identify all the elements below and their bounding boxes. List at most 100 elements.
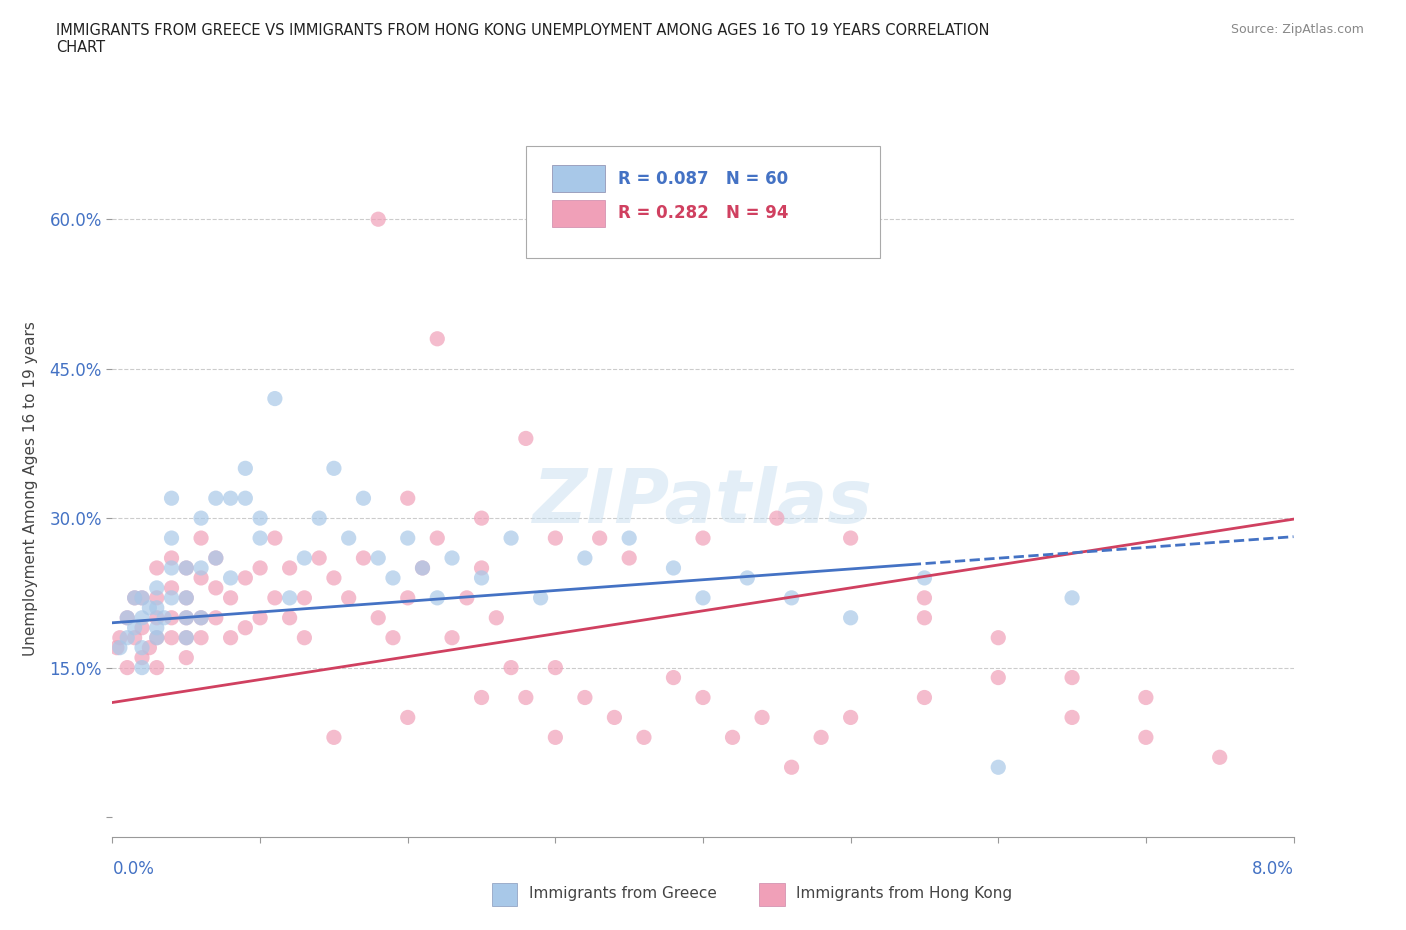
Point — [146, 631, 169, 645]
Point — [1135, 730, 1157, 745]
Point — [278, 561, 301, 576]
Point — [662, 561, 685, 576]
Point — [160, 531, 183, 546]
Point — [471, 561, 494, 576]
Point — [146, 631, 169, 645]
Point — [124, 591, 146, 605]
Point — [190, 531, 212, 546]
Point — [108, 640, 131, 655]
Point — [529, 591, 551, 605]
Point — [367, 212, 389, 227]
Point — [544, 730, 567, 745]
Point — [219, 570, 242, 585]
Point — [233, 620, 256, 635]
Point — [515, 431, 537, 445]
Text: ZIPatlas: ZIPatlas — [533, 466, 873, 538]
Point — [396, 710, 419, 724]
Point — [117, 610, 138, 625]
Point — [471, 511, 494, 525]
Point — [174, 591, 197, 605]
Text: CHART: CHART — [56, 40, 105, 55]
Point — [117, 631, 138, 645]
Point — [292, 551, 315, 565]
Point — [174, 650, 197, 665]
Point — [839, 710, 862, 724]
Point — [780, 760, 803, 775]
Point — [264, 591, 287, 605]
Point — [249, 561, 271, 576]
Point — [471, 570, 494, 585]
Text: 0.0%: 0.0% — [112, 860, 155, 878]
Point — [131, 610, 153, 625]
Point — [160, 491, 183, 506]
Point — [174, 561, 197, 576]
Text: IMMIGRANTS FROM GREECE VS IMMIGRANTS FROM HONG KONG UNEMPLOYMENT AMONG AGES 16 T: IMMIGRANTS FROM GREECE VS IMMIGRANTS FRO… — [56, 23, 990, 38]
FancyBboxPatch shape — [526, 147, 880, 259]
Point — [278, 591, 301, 605]
Point — [574, 690, 596, 705]
Point — [839, 610, 862, 625]
Point — [233, 461, 256, 476]
Point — [146, 610, 169, 625]
Point — [1208, 750, 1232, 764]
Point — [160, 631, 183, 645]
Point — [619, 531, 641, 546]
Point — [987, 631, 1010, 645]
Text: 8.0%: 8.0% — [1251, 860, 1294, 878]
Point — [124, 620, 146, 635]
Point — [839, 531, 862, 546]
Point — [426, 331, 449, 346]
Point — [233, 491, 256, 506]
Point — [292, 631, 315, 645]
Point — [426, 591, 449, 605]
Point — [308, 511, 330, 525]
FancyBboxPatch shape — [551, 200, 605, 227]
Point — [138, 601, 160, 616]
Point — [914, 690, 936, 705]
Point — [352, 491, 374, 506]
Point — [146, 601, 169, 616]
Point — [544, 531, 567, 546]
Point — [292, 591, 315, 605]
Text: Source: ZipAtlas.com: Source: ZipAtlas.com — [1230, 23, 1364, 36]
Point — [117, 610, 138, 625]
Point — [544, 660, 567, 675]
Point — [662, 671, 685, 685]
Point — [367, 551, 389, 565]
Point — [264, 531, 287, 546]
Point — [153, 610, 176, 625]
Point — [323, 570, 346, 585]
Point — [337, 531, 360, 546]
Point — [205, 610, 228, 625]
Point — [219, 631, 242, 645]
Point — [124, 631, 146, 645]
Point — [810, 730, 832, 745]
Point — [367, 610, 389, 625]
Point — [131, 591, 153, 605]
Point — [396, 491, 419, 506]
Point — [692, 690, 714, 705]
Point — [174, 610, 197, 625]
Point — [131, 640, 153, 655]
Point — [501, 660, 523, 675]
Point — [160, 551, 183, 565]
Point — [382, 570, 405, 585]
Point — [396, 591, 419, 605]
Point — [1062, 591, 1084, 605]
Point — [160, 580, 183, 595]
Point — [146, 591, 169, 605]
Point — [692, 591, 714, 605]
Point — [249, 610, 271, 625]
Point — [441, 551, 464, 565]
Point — [323, 461, 346, 476]
Point — [737, 570, 759, 585]
Point — [456, 591, 478, 605]
Point — [205, 551, 228, 565]
Point — [124, 591, 146, 605]
Text: Immigrants from Greece: Immigrants from Greece — [529, 886, 717, 901]
FancyBboxPatch shape — [551, 166, 605, 192]
Point — [515, 690, 537, 705]
Point — [219, 491, 242, 506]
Point — [146, 660, 169, 675]
Point — [337, 591, 360, 605]
